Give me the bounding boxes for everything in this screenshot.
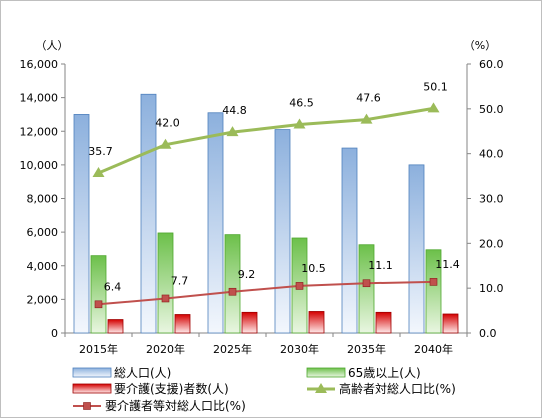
data-label-care-ratio: 10.5 [301, 262, 326, 275]
y-left-tick-label: 12,000 [20, 125, 59, 138]
data-label-elderly-ratio: 47.6 [356, 92, 381, 105]
y-left-unit-label: （人） [36, 39, 69, 52]
bar-total-population [140, 93, 157, 334]
bar-total-population [274, 129, 291, 334]
marker-care-ratio [295, 282, 304, 290]
data-label-elderly-ratio: 50.1 [423, 80, 448, 93]
bar-care-needed [375, 311, 392, 334]
marker-elderly-ratio [159, 138, 172, 149]
marker-elderly-ratio [226, 126, 239, 137]
bar-age-65-plus [425, 249, 442, 334]
legend-label: 要介護者等対総人口比(%) [105, 398, 246, 413]
legend-swatch [306, 367, 346, 378]
y-left-tick-label: 0 [51, 327, 58, 340]
y-left-tick-label: 4,000 [27, 260, 59, 273]
bar-total-population [207, 112, 224, 334]
legend-label: 高齢者対総人口比(%) [339, 381, 456, 396]
marker-care-ratio [429, 278, 438, 286]
y-left-tick-label: 14,000 [20, 92, 59, 105]
x-tick-label: 2015年 [79, 342, 118, 356]
y-left-tick-label: 16,000 [20, 58, 59, 71]
y-right-unit-label: （%） [464, 39, 496, 52]
bar-total-population [408, 164, 425, 334]
data-label-elderly-ratio: 44.8 [222, 104, 247, 117]
bar-total-population [73, 114, 90, 334]
data-label-care-ratio: 11.4 [435, 258, 460, 271]
bar-age-65-plus [358, 244, 375, 334]
legend-swatch [72, 383, 112, 394]
legend-label: 総人口(人) [114, 366, 171, 380]
marker-care-ratio [161, 294, 170, 303]
data-label-care-ratio: 6.4 [104, 280, 122, 293]
x-tick-label: 2020年 [146, 342, 185, 356]
bar-age-65-plus [90, 255, 107, 334]
y-right-tick-label: 40.0 [479, 148, 504, 161]
data-label-care-ratio: 9.2 [238, 268, 256, 281]
y-right-tick-label: 20.0 [479, 237, 504, 250]
y-right-tick-label: 50.0 [479, 103, 504, 116]
bar-care-needed [308, 311, 325, 334]
bar-care-needed [241, 311, 258, 334]
x-tick-label: 2035年 [347, 342, 386, 356]
y-left-tick-label: 6,000 [27, 226, 59, 239]
line-elderly-ratio [97, 106, 434, 175]
bar-care-needed [442, 313, 459, 334]
x-tick-label: 2025年 [213, 342, 252, 356]
y-left-tick-label: 10,000 [20, 159, 59, 172]
marker-care-ratio [94, 300, 103, 309]
y-right-tick-label: 10.0 [479, 282, 504, 295]
line-care-ratio [98, 280, 434, 306]
data-label-elderly-ratio: 46.5 [289, 97, 314, 110]
legend-marker [315, 383, 327, 393]
marker-care-ratio [228, 287, 237, 296]
bar-care-needed [174, 314, 191, 334]
x-tick-label: 2030年 [280, 342, 319, 356]
data-label-care-ratio: 11.1 [368, 259, 393, 272]
y-left-tick-label: 8,000 [27, 193, 59, 206]
bar-total-population [341, 147, 358, 334]
y-left-tick-label: 2,000 [27, 293, 59, 306]
legend-label: 要介護(支援)者数(人) [114, 381, 229, 396]
legend-marker [83, 402, 91, 410]
marker-elderly-ratio [92, 166, 105, 177]
data-label-care-ratio: 7.7 [171, 274, 189, 287]
legend-swatch [72, 367, 112, 378]
bar-care-needed [107, 319, 124, 334]
data-label-elderly-ratio: 42.0 [155, 117, 180, 130]
bar-age-65-plus [224, 234, 241, 334]
marker-elderly-ratio [293, 118, 306, 129]
marker-elderly-ratio [427, 102, 440, 113]
bar-age-65-plus [157, 232, 174, 334]
legend-label: 65歳以上(人) [348, 366, 421, 380]
y-right-tick-label: 60.0 [479, 58, 504, 71]
y-right-tick-label: 0.0 [479, 327, 497, 340]
marker-elderly-ratio [360, 113, 373, 124]
marker-care-ratio [362, 279, 371, 288]
data-label-elderly-ratio: 35.7 [88, 145, 113, 158]
y-right-tick-label: 30.0 [479, 193, 504, 206]
x-tick-label: 2040年 [414, 342, 453, 356]
